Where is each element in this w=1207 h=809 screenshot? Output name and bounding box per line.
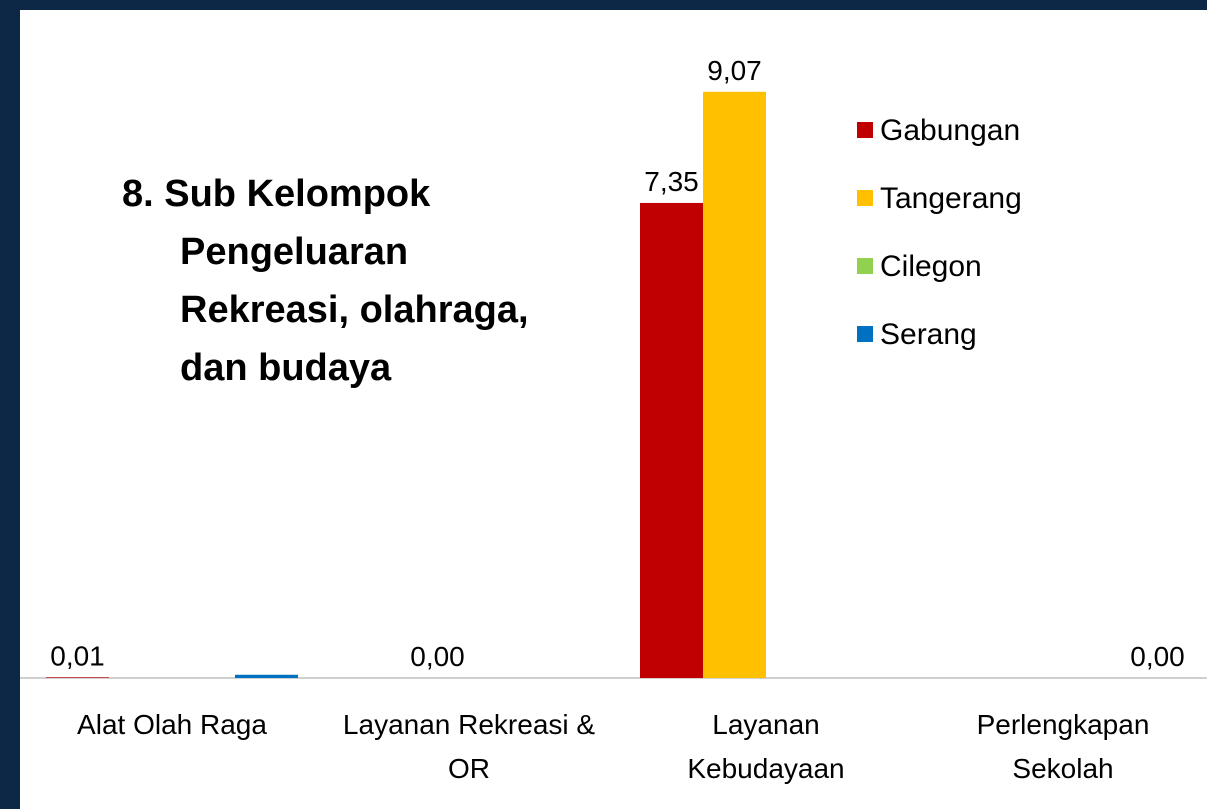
legend-swatch: [857, 122, 873, 138]
chart-title: 8. Sub Kelompok Pengeluaran Rekreasi, ol…: [122, 173, 529, 389]
frame-left: [0, 0, 20, 809]
bar: [235, 674, 298, 678]
x-tick-label: Alat Olah Raga: [77, 709, 267, 740]
legend-label: Cilegon: [880, 250, 982, 283]
bar: [640, 202, 703, 679]
data-label: 7,35: [644, 166, 699, 197]
x-tick-label: Perlengkapan Sekolah: [976, 709, 1150, 784]
x-tick-label: Layanan Kebudayaan: [687, 709, 845, 784]
frame-top: [0, 0, 1207, 10]
data-label: 0,00: [410, 641, 465, 672]
legend-swatch: [857, 326, 873, 342]
legend-label: Tangerang: [880, 182, 1022, 215]
data-label: 0,01: [50, 640, 105, 671]
x-tick-label: Layanan Rekreasi & OR: [342, 709, 596, 784]
data-label: 9,07: [707, 55, 762, 86]
legend-swatch: [857, 258, 873, 274]
bar: [703, 91, 766, 679]
legend-swatch: [857, 190, 873, 206]
bar: [46, 677, 109, 678]
legend-label: Serang: [880, 318, 977, 351]
legend-label: Gabungan: [880, 114, 1020, 147]
data-label: 0,00: [1130, 641, 1185, 672]
